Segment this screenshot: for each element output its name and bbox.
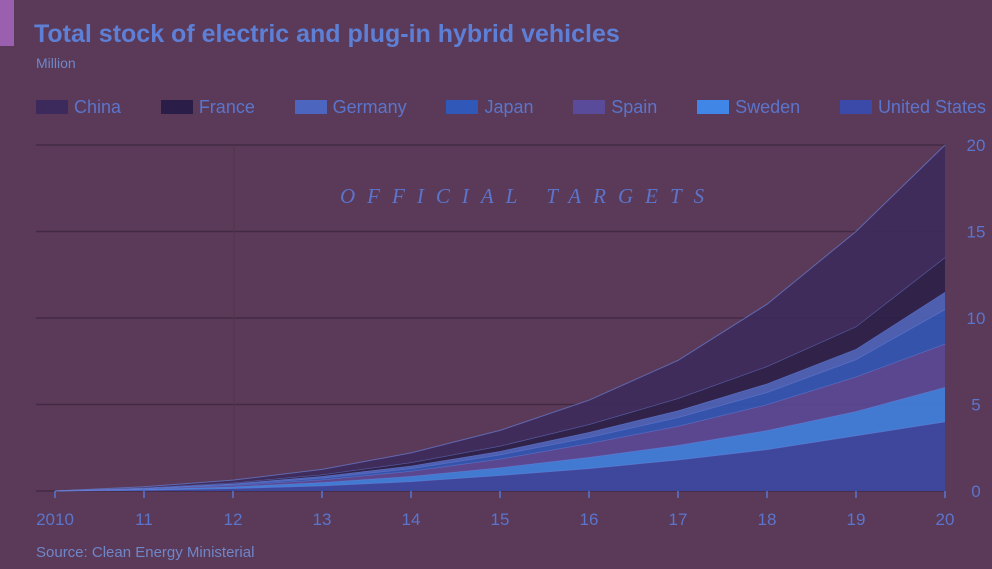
chart-subtitle: Million — [36, 55, 76, 71]
y-tick-label: 10 — [967, 309, 986, 328]
line-china — [54, 144, 946, 492]
area-japan — [55, 309, 945, 491]
legend-item-germany: Germany — [294, 96, 407, 118]
source-note: Source: Clean Energy Ministerial — [36, 544, 255, 561]
x-tick-label: 2010 — [36, 510, 74, 529]
legend-label: Spain — [611, 96, 658, 117]
x-tick-label: 16 — [580, 510, 599, 529]
accent-bar — [0, 0, 14, 46]
y-tick-label: 5 — [971, 396, 980, 415]
legend-item-spain: Spain — [573, 97, 657, 118]
legend-label: Sweden — [735, 96, 801, 117]
y-tick-label: 15 — [967, 223, 986, 242]
legend-swatch — [573, 100, 606, 114]
x-tick-label: 20 — [936, 510, 955, 529]
stacked-areas — [54, 144, 946, 492]
x-tick-label: 12 — [224, 510, 243, 529]
legend-item-united-states: United States — [839, 96, 986, 118]
legend-item-china: China — [36, 97, 121, 118]
annotation-layer: OFFICIAL TARGETS — [340, 184, 716, 208]
x-tick-label: 15 — [491, 510, 510, 529]
y-axis: 0 5 10 15 20 — [967, 136, 986, 501]
legend-label: United States — [877, 96, 986, 117]
legend-swatch — [697, 100, 730, 114]
legend-item-sweden: Sweden — [697, 97, 800, 118]
y-tick-label: 20 — [967, 136, 986, 155]
area-france — [55, 257, 945, 491]
legend-label: Germany — [332, 96, 407, 117]
area-united-states — [55, 421, 945, 491]
legend-swatch — [160, 100, 193, 114]
chart-title: Total stock of electric and plug-in hybr… — [34, 20, 620, 48]
x-tick-label: 14 — [402, 510, 421, 529]
legend: China France Germany Japan Spain Sweden United… — [36, 95, 986, 119]
x-tick-label: 18 — [758, 510, 777, 529]
area-china — [55, 145, 945, 491]
x-tick-label: 11 — [135, 510, 153, 529]
legend-item-japan: Japan — [446, 97, 533, 118]
y-tick-label: 0 — [971, 482, 980, 501]
legend-label: China — [74, 96, 122, 117]
legend-item-france: France — [160, 96, 255, 118]
area-sweden — [55, 387, 945, 491]
legend-label: France — [198, 96, 255, 117]
legend-swatch — [446, 100, 479, 114]
legend-label: Japan — [484, 96, 534, 117]
area-spain — [55, 343, 945, 491]
x-tick-label: 19 — [847, 510, 866, 529]
legend-swatch — [839, 100, 872, 114]
x-tick-label: 13 — [313, 510, 332, 529]
annotation-official-targets: OFFICIAL TARGETS — [340, 184, 716, 208]
x-axis: 2010 11 12 13 14 15 16 17 18 19 20 — [36, 491, 954, 529]
legend-swatch — [294, 100, 327, 114]
legend-swatch — [36, 100, 68, 114]
x-tick-label: 17 — [669, 510, 688, 529]
